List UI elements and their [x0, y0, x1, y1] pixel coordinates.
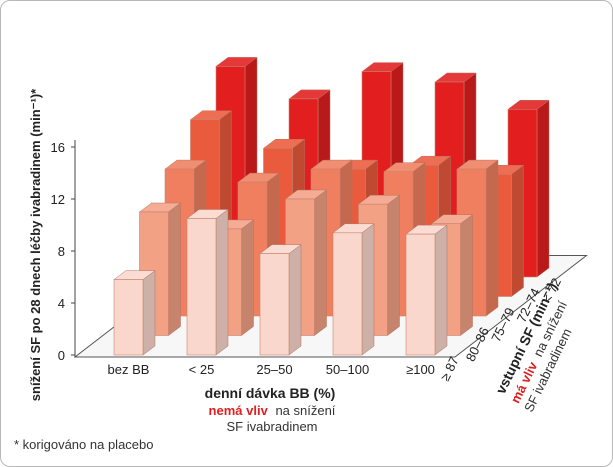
y-tick-label: 0: [58, 348, 65, 363]
bar-front: [405, 233, 436, 356]
bar-side: [434, 224, 448, 356]
bar: [405, 224, 448, 356]
bar-side: [314, 189, 327, 336]
x-axis-title: denní dávka BB (%): [205, 385, 336, 401]
y-tick-label: 4: [58, 296, 65, 311]
bar-side: [485, 159, 499, 317]
x-tick-label: bez BB: [108, 362, 150, 377]
bar-side: [288, 244, 302, 356]
y-tick-labels: 0 4 8 12 16: [51, 140, 75, 363]
x-axis-note-rest1: na snížení: [275, 403, 335, 418]
bar-side: [215, 209, 229, 356]
x-tick-label: ≥100: [406, 362, 435, 377]
y-axis-title: snížení SF po 28 dnech léčby ivabradinem…: [28, 88, 43, 401]
bar-side: [361, 223, 375, 356]
bar-front: [186, 218, 217, 356]
bar-front: [332, 232, 363, 356]
x-tick-label: 25–50: [256, 362, 292, 377]
bar-front: [259, 253, 290, 356]
bar: [113, 270, 156, 356]
bar: [259, 244, 302, 356]
bar-side: [241, 219, 254, 336]
x-axis-note-line1: nemá vliv na snížení: [209, 403, 336, 418]
bar-side: [536, 99, 550, 278]
y-tick-label: 12: [51, 192, 65, 207]
bar-side: [387, 194, 400, 336]
x-tick-label: < 25: [189, 362, 215, 377]
bars: [113, 56, 550, 356]
x-tick-labels: bez BB < 25 25–50 50–100 ≥100: [108, 362, 435, 377]
depth-tick-label: ≥ 87: [437, 354, 462, 383]
bar-side: [142, 270, 156, 356]
x-tick-label: 50–100: [326, 362, 369, 377]
x-axis-note-line2: SF ivabradinem: [226, 419, 317, 434]
y-tick-label: 16: [51, 140, 65, 155]
bar-front: [113, 279, 144, 356]
bar-side: [460, 214, 473, 336]
bar: [186, 209, 229, 356]
bar-side: [168, 202, 181, 336]
bar: [332, 223, 375, 356]
bar-side: [511, 164, 524, 297]
y-tick-label: 8: [58, 244, 65, 259]
footnote: * korigováno na placebo: [14, 437, 154, 452]
x-axis-note-red: nemá vliv: [209, 403, 269, 418]
